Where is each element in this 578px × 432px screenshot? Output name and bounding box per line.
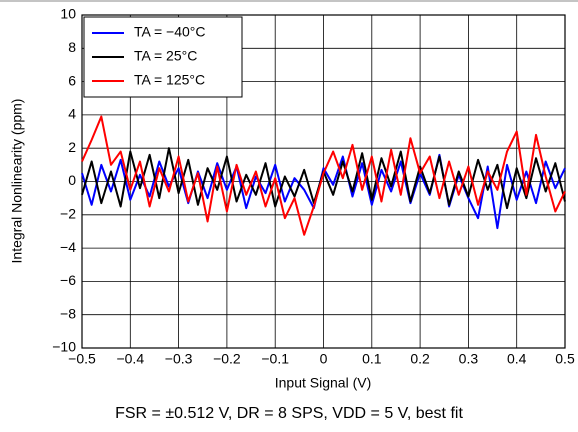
x-tick-label: −0.5 <box>68 351 96 367</box>
y-tick-label: 0 <box>68 172 76 188</box>
y-tick-label: 6 <box>68 72 76 88</box>
series-line <box>81 115 566 236</box>
x-tick-label: 0 <box>320 351 328 367</box>
x-tick-label: 0.5 <box>555 351 575 367</box>
y-tick-label: 2 <box>68 139 76 155</box>
y-tick-label: −4 <box>60 239 76 255</box>
x-axis-label: Input Signal (V) <box>275 375 372 391</box>
y-tick-label: 8 <box>68 39 76 55</box>
x-tick-label: −0.4 <box>116 351 144 367</box>
y-tick-label: −8 <box>60 305 76 321</box>
legend-label: TA = 25°C <box>134 48 197 64</box>
caption: FSR = ±0.512 V, DR = 8 SPS, VDD = 5 V, b… <box>115 405 463 422</box>
x-tick-label: 0.2 <box>410 351 430 367</box>
plot-frame <box>81 14 566 349</box>
y-tick-label: −6 <box>60 272 76 288</box>
legend-label: TA = −40°C <box>134 24 206 40</box>
x-tick-label: −0.3 <box>165 351 193 367</box>
legend-label: TA = 125°C <box>134 72 205 88</box>
y-tick-label: 4 <box>68 106 76 122</box>
x-tick-label: 0.1 <box>362 351 382 367</box>
x-tick-label: −0.2 <box>213 351 241 367</box>
x-tick-label: 0.3 <box>459 351 479 367</box>
y-tick-label: 10 <box>60 6 76 22</box>
y-tick-label: −10 <box>52 339 76 355</box>
y-tick-label: −2 <box>60 206 76 222</box>
x-tick-label: −0.1 <box>261 351 289 367</box>
y-axis-label: Integral Nonlinearity (ppm) <box>9 99 25 264</box>
x-tick-label: 0.4 <box>507 351 527 367</box>
